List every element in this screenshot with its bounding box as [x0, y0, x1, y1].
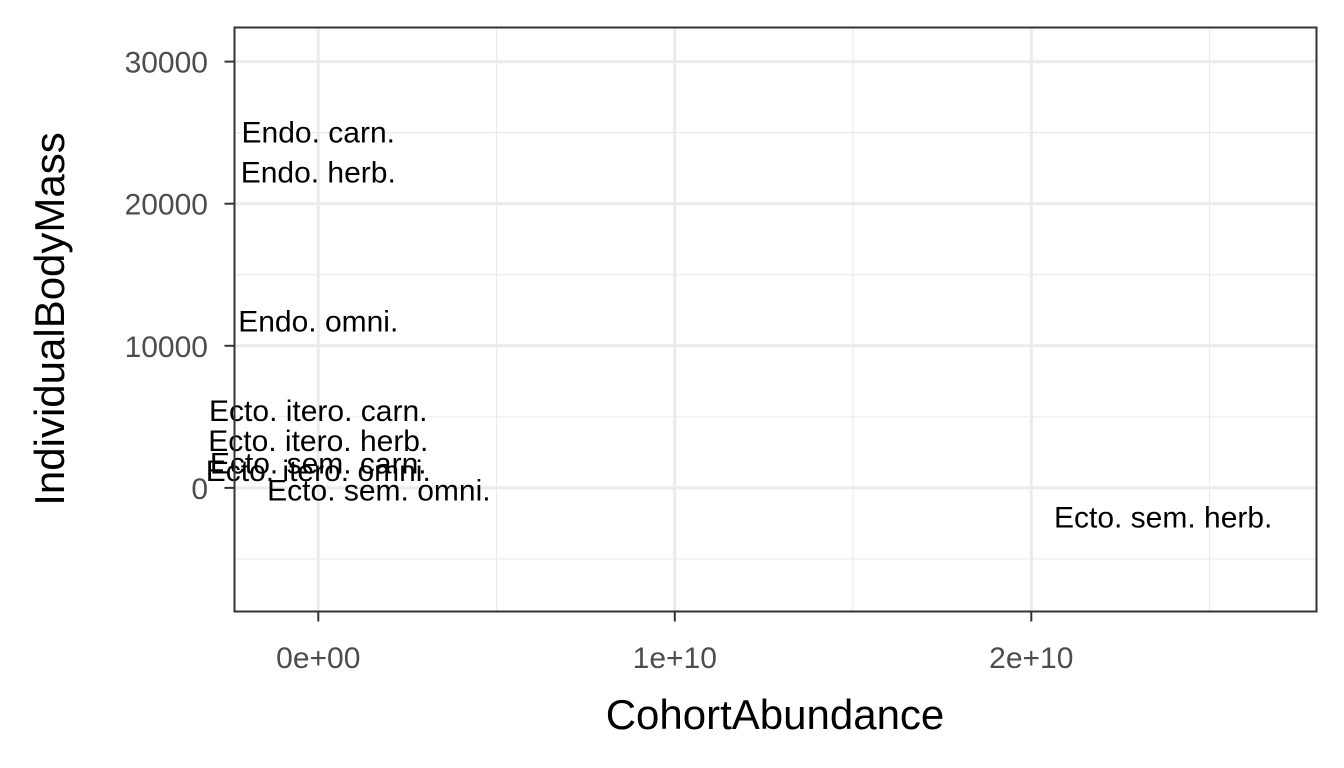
data-point-label: Ecto. itero. carn. [209, 395, 427, 428]
y-axis: 0 10000 20000 30000 [125, 47, 235, 506]
data-point-label: Ecto. sem. carn. [210, 448, 427, 481]
minor-gridlines [234, 27, 1317, 612]
x-tick-label: 2e+10 [989, 642, 1073, 675]
y-tick-label: 0 [191, 473, 208, 506]
plot-border [233, 26, 1318, 613]
x-tick-label: 1e+10 [633, 642, 717, 675]
y-tick-label: 20000 [125, 189, 208, 222]
text-points: Endo. carn. Endo. herb. Endo. omni. Ecto. i… [206, 117, 1273, 535]
plot-background [234, 27, 1317, 612]
data-point-label: Ecto. sem. omni. [267, 475, 490, 508]
y-tick-label: 30000 [125, 47, 208, 80]
data-point-label: Endo. herb. [241, 156, 396, 189]
data-point-label: Ecto. itero. herb. [208, 425, 428, 458]
y-axis-title: IndividualBodyMass [26, 132, 73, 506]
major-gridlines [234, 27, 1317, 612]
x-axis-title: CohortAbundance [606, 691, 945, 738]
x-tick-label: 0e+00 [276, 642, 360, 675]
data-point-label: Ecto. sem. herb. [1054, 502, 1272, 535]
data-point-label: Ecto. itero. omni. [206, 455, 431, 488]
x-axis: 0e+00 1e+10 2e+10 [276, 611, 1073, 675]
data-point-label: Endo. omni. [238, 306, 398, 339]
y-tick-label: 10000 [125, 331, 208, 364]
data-point-label: Endo. carn. [242, 117, 395, 150]
